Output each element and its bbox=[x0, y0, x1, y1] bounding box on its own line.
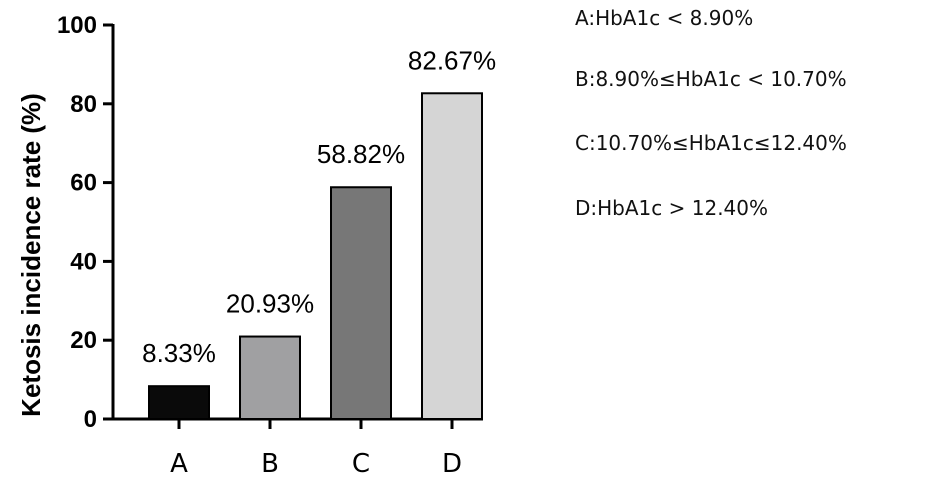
x-tick-label: C bbox=[352, 449, 370, 479]
y-tick-label: 20 bbox=[70, 327, 97, 354]
bar-d bbox=[421, 92, 483, 420]
bar-chart: 0 20 40 60 80 100 A B C D 8.33% 20.93% 58.82% 82.67… bbox=[16, 12, 496, 479]
y-tick-label: 100 bbox=[57, 12, 97, 39]
bars bbox=[148, 92, 483, 421]
x-axis: A B C D bbox=[111, 417, 483, 479]
x-tick-label: B bbox=[261, 449, 279, 479]
legend-item-c: C:10.70%≤HbA1c≤12.40% bbox=[575, 131, 847, 155]
y-tick-label: 80 bbox=[70, 91, 97, 118]
bar-a bbox=[148, 385, 210, 421]
x-tick-label: A bbox=[170, 449, 188, 479]
legend-item-a: A:HbA1c < 8.90% bbox=[575, 6, 754, 30]
legend-item-d: D:HbA1c > 12.40% bbox=[575, 196, 769, 220]
data-label-c: 58.82% bbox=[317, 139, 405, 169]
data-label-d: 82.67% bbox=[408, 45, 496, 75]
bar-b bbox=[239, 335, 301, 420]
x-tick-label: D bbox=[442, 449, 462, 479]
data-label-a: 8.33% bbox=[142, 338, 216, 368]
data-label-b: 20.93% bbox=[226, 289, 314, 319]
bar-c bbox=[330, 186, 392, 420]
value-labels: 8.33% 20.93% 58.82% 82.67% bbox=[142, 45, 496, 368]
y-tick-label: 40 bbox=[70, 248, 97, 275]
y-axis-label: Ketosis incidence rate (%) bbox=[16, 93, 46, 417]
y-tick-label: 60 bbox=[70, 170, 97, 197]
y-tick-label: 0 bbox=[84, 406, 97, 433]
y-axis: 0 20 40 60 80 100 bbox=[57, 12, 115, 433]
legend-item-b: B:8.90%≤HbA1c < 10.70% bbox=[575, 67, 847, 91]
